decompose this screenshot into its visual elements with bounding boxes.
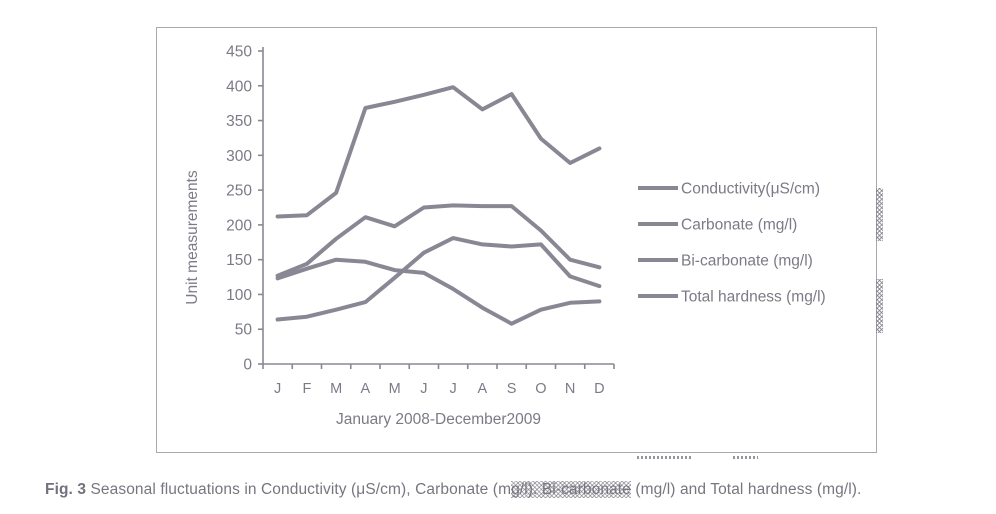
caption-text-before: Seasonal fluctuations in Conductivity (μ… [86,481,512,498]
y-tick-label: 400 [226,78,252,95]
x-tick-label: J [420,381,427,397]
highlight-artifact-right-top [876,188,883,241]
series-line-1 [275,85,602,219]
y-tick-label: 100 [226,287,252,304]
x-tick-label: M [389,381,401,397]
x-tick-label: F [302,381,311,397]
x-tick-label: J [274,381,281,397]
y-tick-label: 200 [226,217,252,234]
y-tick-label: 150 [226,252,252,269]
series-line-2 [275,203,602,278]
caption-text-after: (mg/l) and Total hardness (mg/l). [630,481,862,498]
dotted-mark-left [637,456,691,459]
dotted-mark-right [733,456,758,459]
legend-label: Carbonate (mg/l) [681,217,797,234]
y-tick-label: 0 [243,357,252,374]
y-tick-label: 350 [226,113,252,130]
highlight-artifact-right-bottom [876,279,883,333]
x-axis-title: January 2008-December2009 [336,411,541,428]
x-tick-label: O [535,381,546,397]
caption-figure-label: Fig. 3 [45,481,87,498]
chart-svg: 0 50 100 150 200 250 300 350 400 450 J F M A M J J A S O N D J… [184,44,826,429]
y-tick-label: 250 [226,183,252,200]
x-tick-label: A [478,381,488,397]
y-tick-label: 300 [226,148,252,165]
caption-highlighted-text: g/l). Bi-carbonate [511,481,631,498]
legend-label: Total hardness (mg/l) [681,289,826,306]
x-tick-label: S [507,381,517,397]
figure-caption: Fig. 3 Seasonal fluctuations in Conducti… [45,481,990,499]
x-tick-label: A [361,381,371,397]
legend-label: Bi-carbonate (mg/l) [681,253,813,270]
figure-box: 0 50 100 150 200 250 300 350 400 450 J F M A M J J A S O N D J… [156,27,877,453]
x-tick-label: J [450,381,457,397]
y-axis-title: Unit measurements [184,170,201,305]
x-tick-label: N [565,381,575,397]
series-line-4 [275,236,602,322]
y-tick-label: 50 [235,322,253,339]
x-tick-label: D [594,381,604,397]
series-line-3 [275,257,602,326]
legend-label: Conductivity(μS/cm) [681,181,820,198]
y-tick-label: 450 [226,44,252,61]
x-tick-label: M [330,381,342,397]
